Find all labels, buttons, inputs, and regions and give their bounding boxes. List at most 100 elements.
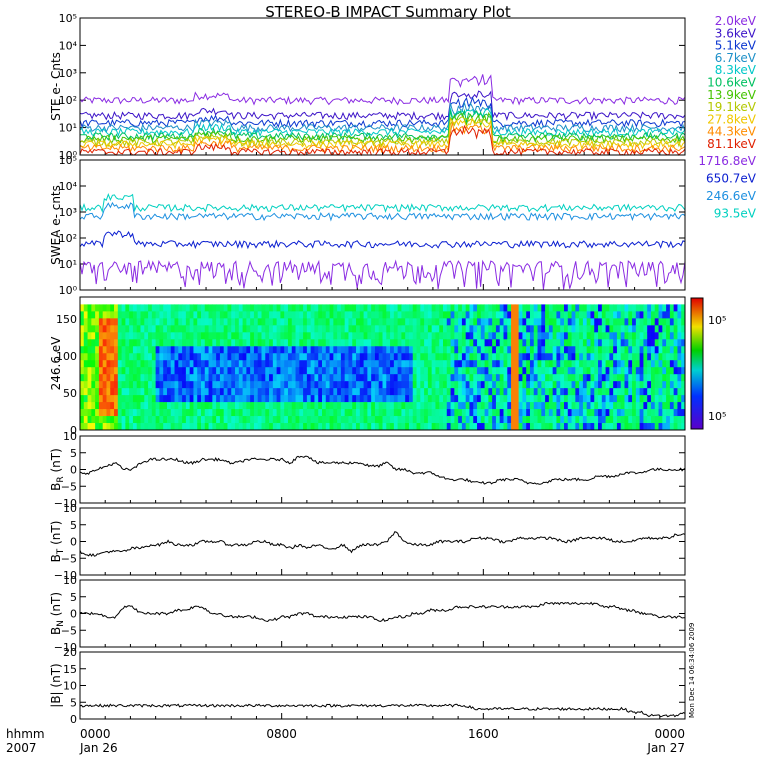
ste-series-7: [79, 116, 686, 148]
br-panel: BR (nT) −10 −5 0 5 10: [49, 430, 686, 510]
bn-ylabel: BN (nT): [49, 592, 66, 635]
pad-ytick-label: 0: [70, 424, 77, 437]
legend-entry: 650.7eV: [706, 172, 757, 186]
pad-ytick-label: 50: [63, 387, 77, 400]
swea-ytick-label: 10⁴: [59, 180, 78, 193]
x-tick-label: 0000: [654, 727, 685, 741]
legend-entry: 246.6eV: [706, 189, 757, 203]
swea-ytick-label: 10³: [59, 206, 77, 219]
bt-ytick-label: −5: [61, 552, 77, 565]
x-tick-label: 0000: [80, 727, 111, 741]
swea-legend: 1716.8eV 650.7eV 246.6eV 93.5eV: [698, 154, 756, 221]
bt-ytick-label: 0: [70, 536, 77, 549]
legend-entry: 13.9keV: [707, 88, 757, 102]
bt-panel: BT (nT) −10 −5 0 5 10: [49, 502, 686, 582]
swea-ylabel: SWEA e- cnts: [49, 185, 63, 265]
bt-ylabel: BT (nT): [49, 521, 66, 563]
ste-series-3: [79, 100, 686, 134]
bmag-ytick-label: 20: [63, 646, 77, 659]
legend-entry: 2.0keV: [715, 14, 757, 28]
bmag-ytick-label: 0: [70, 713, 77, 726]
swea-ytick-label: 10¹: [59, 258, 77, 271]
timestamp-label: Mon Dec 14 06:34:06 2009: [688, 623, 696, 718]
colorbar-bottom-label: 10⁵: [708, 410, 726, 423]
ste-series-9: [79, 122, 686, 154]
ste-ytick-label: 10⁴: [59, 39, 78, 52]
bn-ytick-label: 0: [70, 608, 77, 621]
ste-ytick-label: 10²: [59, 94, 77, 107]
legend-entry: 27.8keV: [707, 112, 757, 126]
bn-trace: [79, 601, 685, 623]
ste-series-6: [79, 111, 686, 145]
pad-ytick-label: 100: [56, 350, 77, 363]
br-ytick-label: 10: [63, 430, 77, 443]
time-label: hhmm: [6, 727, 45, 741]
year-label: 2007: [6, 741, 37, 755]
bt-trace: [79, 531, 686, 557]
bmag-ytick-label: 15: [63, 663, 77, 676]
pad-panel: 246.6 eV 0 50 100 150 10⁵ 10⁵: [49, 296, 726, 437]
ste-ylabel: STE e- Cnts: [49, 52, 63, 121]
bn-ytick-label: 5: [70, 591, 77, 604]
bmag-ytick-label: 10: [63, 680, 77, 693]
bn-frame: [79, 579, 686, 648]
legend-entry: 93.5eV: [714, 207, 757, 221]
swea-series-2: [79, 201, 686, 222]
chart-title: STEREO-B IMPACT Summary Plot: [265, 3, 511, 21]
colorbar-top-label: 10⁵: [708, 314, 726, 327]
bn-ytick-label: −10: [54, 641, 77, 654]
bmag-ylabel: |B| (nT): [49, 663, 63, 707]
ste-series-2: [79, 96, 686, 129]
ste-series-5: [80, 108, 686, 142]
ste-ytick-label: 10⁰: [59, 149, 78, 162]
legend-entry: 19.1keV: [707, 100, 757, 114]
bn-panel: BN (nT) −10 −5 0 5 10: [49, 574, 686, 654]
legend-entry: 81.1keV: [707, 137, 757, 151]
legend-entry: 3.6keV: [715, 26, 757, 40]
legend-entry: 1716.8eV: [698, 154, 756, 168]
ste-panel: STE e- Cnts 10⁰ 10¹ 10² 10³ 10⁴ 10⁵: [49, 12, 686, 162]
ste-legend: 2.0keV3.6keV5.1keV6.7keV8.3keV10.6keV13.…: [707, 14, 757, 151]
swea-ytick-label: 10⁵: [59, 154, 77, 167]
bmag-panel: |B| (nT) 0 5 10 15 20: [49, 646, 686, 726]
pad-heatmap: [80, 304, 686, 431]
x-axis: 0000 0800 1600 0000: [80, 727, 685, 741]
legend-entry: 5.1keV: [715, 39, 757, 53]
pad-frame: [79, 296, 686, 431]
br-ylabel: BR (nT): [49, 448, 66, 491]
ste-ytick-label: 10¹: [59, 122, 77, 135]
swea-series-3: [79, 192, 686, 214]
bt-ytick-label: 5: [70, 519, 77, 532]
ste-series-1: [79, 90, 686, 122]
bmag-ytick-label: 5: [70, 696, 77, 709]
legend-entry: 6.7keV: [715, 51, 757, 65]
br-ytick-label: −10: [54, 497, 77, 510]
legend-entry: 10.6keV: [707, 76, 757, 90]
swea-series-1: [79, 230, 686, 250]
bn-ytick-label: −5: [61, 624, 77, 637]
br-frame: [79, 435, 686, 504]
ste-frame: [79, 17, 686, 156]
br-trace: [79, 455, 686, 485]
ste-series-10: [79, 124, 686, 157]
swea-panel: SWEA e- cnts 10⁰ 10¹ 10² 10³ 10⁴ 10⁵: [49, 154, 686, 297]
bmag-frame: [79, 651, 686, 720]
start-date-label: Jan 26: [79, 741, 118, 755]
pad-ytick-label: 150: [56, 313, 77, 326]
swea-series-0: [79, 259, 686, 290]
end-date-label: Jan 27: [646, 741, 685, 755]
ste-series-8: [79, 116, 686, 150]
x-tick-label: 0800: [266, 727, 297, 741]
bn-ytick-label: 10: [63, 574, 77, 587]
swea-frame: [79, 159, 686, 291]
br-ytick-label: 5: [70, 447, 77, 460]
legend-entry: 44.3keV: [707, 125, 757, 139]
ste-series-0: [79, 74, 686, 106]
x-tick-label: 1600: [468, 727, 499, 741]
swea-ytick-label: 10²: [59, 232, 77, 245]
bt-ytick-label: −10: [54, 569, 77, 582]
ste-ytick-label: 10⁵: [59, 12, 77, 25]
br-ytick-label: −5: [61, 480, 77, 493]
pad-colorbar: 10⁵ 10⁵: [690, 297, 726, 430]
